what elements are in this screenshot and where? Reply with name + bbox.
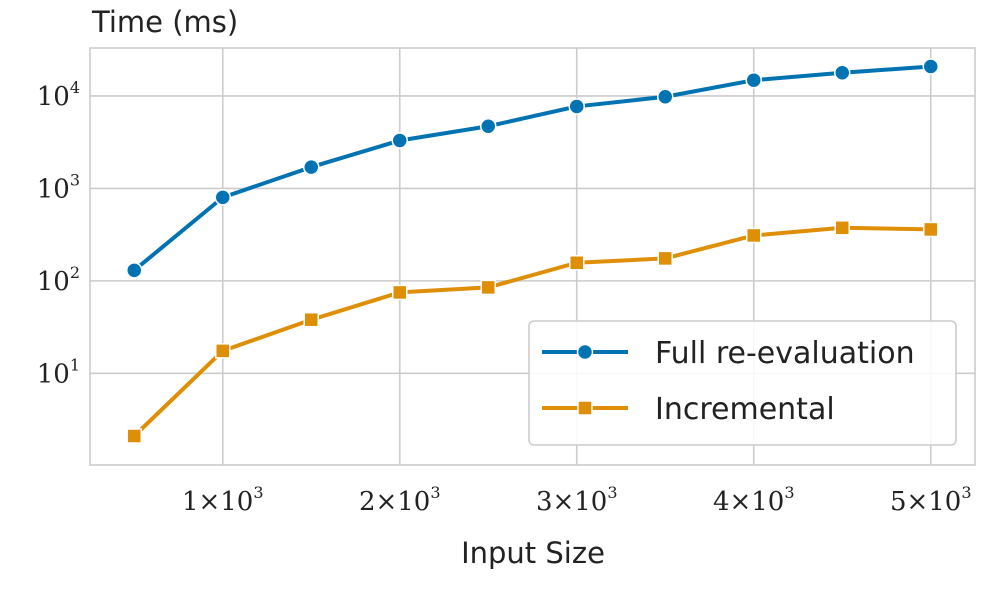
data-point <box>569 255 585 271</box>
x-tick-label: 2×103 <box>359 483 441 517</box>
data-point <box>657 250 673 267</box>
y-tick-label: 103 <box>37 170 80 204</box>
data-point <box>303 311 319 328</box>
data-point <box>746 227 762 244</box>
legend-label-1: Incremental <box>655 392 835 427</box>
legend-box <box>528 320 957 446</box>
x-tick-label: 1×103 <box>182 483 264 517</box>
y-tick-label: 102 <box>37 263 80 297</box>
data-point <box>126 262 143 279</box>
data-point <box>922 58 939 75</box>
legend-label-0: Full re-evaluation <box>655 336 915 371</box>
data-point <box>392 284 408 301</box>
data-point <box>126 428 142 444</box>
data-point <box>745 71 762 89</box>
y-tick-label: 104 <box>37 78 80 112</box>
data-point <box>391 132 408 149</box>
x-tick-label: 5×103 <box>890 483 972 517</box>
series-layer <box>126 58 939 444</box>
data-point <box>568 98 585 115</box>
series-line-0 <box>132 64 931 272</box>
tick-labels: 1×103 2×103 3×103 4×103 5×103 101 102 103 104 <box>37 78 972 517</box>
data-point <box>657 88 674 106</box>
legend-marker-0 <box>576 343 594 361</box>
y-axis-label: Time (ms) <box>91 5 238 39</box>
plot-frame <box>89 47 976 466</box>
data-point <box>480 279 496 296</box>
legend: Full re-evaluation Incremental <box>528 320 957 446</box>
series-line-1 <box>132 225 931 438</box>
data-point <box>923 221 939 238</box>
data-point <box>480 118 497 135</box>
y-tick-label: 101 <box>37 355 80 389</box>
x-axis-label: Input Size <box>461 536 605 570</box>
data-point <box>214 189 231 206</box>
data-point <box>303 158 320 176</box>
data-point <box>834 220 850 236</box>
data-point <box>215 343 231 359</box>
x-tick-label: 4×103 <box>713 483 795 517</box>
legend-marker-1 <box>577 400 593 416</box>
data-point <box>834 64 851 82</box>
x-tick-label: 3×103 <box>536 483 618 517</box>
